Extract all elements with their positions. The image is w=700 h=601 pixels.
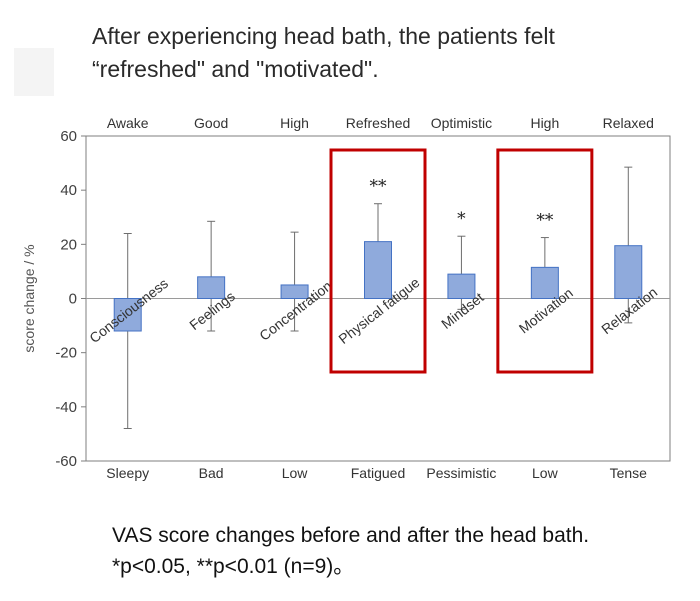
logo-placeholder [14,48,54,96]
bottom-scale-label: Low [532,465,559,481]
category-label: Consciousness [86,275,171,346]
highlight-box [496,148,594,374]
bar [364,241,392,299]
headline-line-1: After experiencing head bath, the patien… [92,23,555,49]
bar [614,245,643,299]
headline: After experiencing head bath, the patien… [92,20,652,86]
caption-line-1: VAS score changes before and after the h… [112,524,590,547]
y-tick-label: 0 [69,291,77,308]
bottom-scale-label: Pessimistic [426,465,496,481]
figure-caption: VAS score changes before and after the h… [112,520,692,582]
top-scale-label: High [530,115,559,131]
vas-bar-chart: 60 40 20 0 -20 -40 -60 score change / % Awake Sle… [21,115,671,481]
y-axis-label: score change / % [21,244,37,352]
top-scale-label: Optimistic [431,115,492,131]
y-tick-label: 20 [60,236,77,253]
bar [280,284,309,299]
y-tick-label: -20 [55,345,77,362]
bar [447,273,476,299]
y-tick-label: -60 [55,453,77,470]
bottom-scale-label: Sleepy [106,465,149,481]
top-scale-label: Good [194,115,228,131]
caption-line-2: *p<0.05, **p<0.01 (n=9)。 [112,555,355,578]
y-tick-label: 40 [60,182,77,199]
significance-marker: ** [536,211,554,231]
top-scale-label: High [280,115,309,131]
bottom-scale-label: Tense [610,465,648,481]
headline-line-2: “refreshed" and "motivated". [92,56,379,82]
y-tick-label: -40 [55,399,77,416]
significance-marker: ** [370,177,388,197]
highlight-box [329,148,427,374]
bar [197,276,226,299]
bar [113,298,142,332]
top-scale-label: Relaxed [603,115,654,131]
top-scale-label: Refreshed [346,115,411,131]
bottom-scale-label: Bad [199,465,224,481]
bottom-scale-label: Low [282,465,309,481]
significance-marker: * [457,209,466,229]
top-scale-label: Awake [107,115,149,131]
bar [530,266,559,300]
bottom-scale-label: Fatigued [351,465,405,481]
y-tick-label: 60 [60,128,77,145]
